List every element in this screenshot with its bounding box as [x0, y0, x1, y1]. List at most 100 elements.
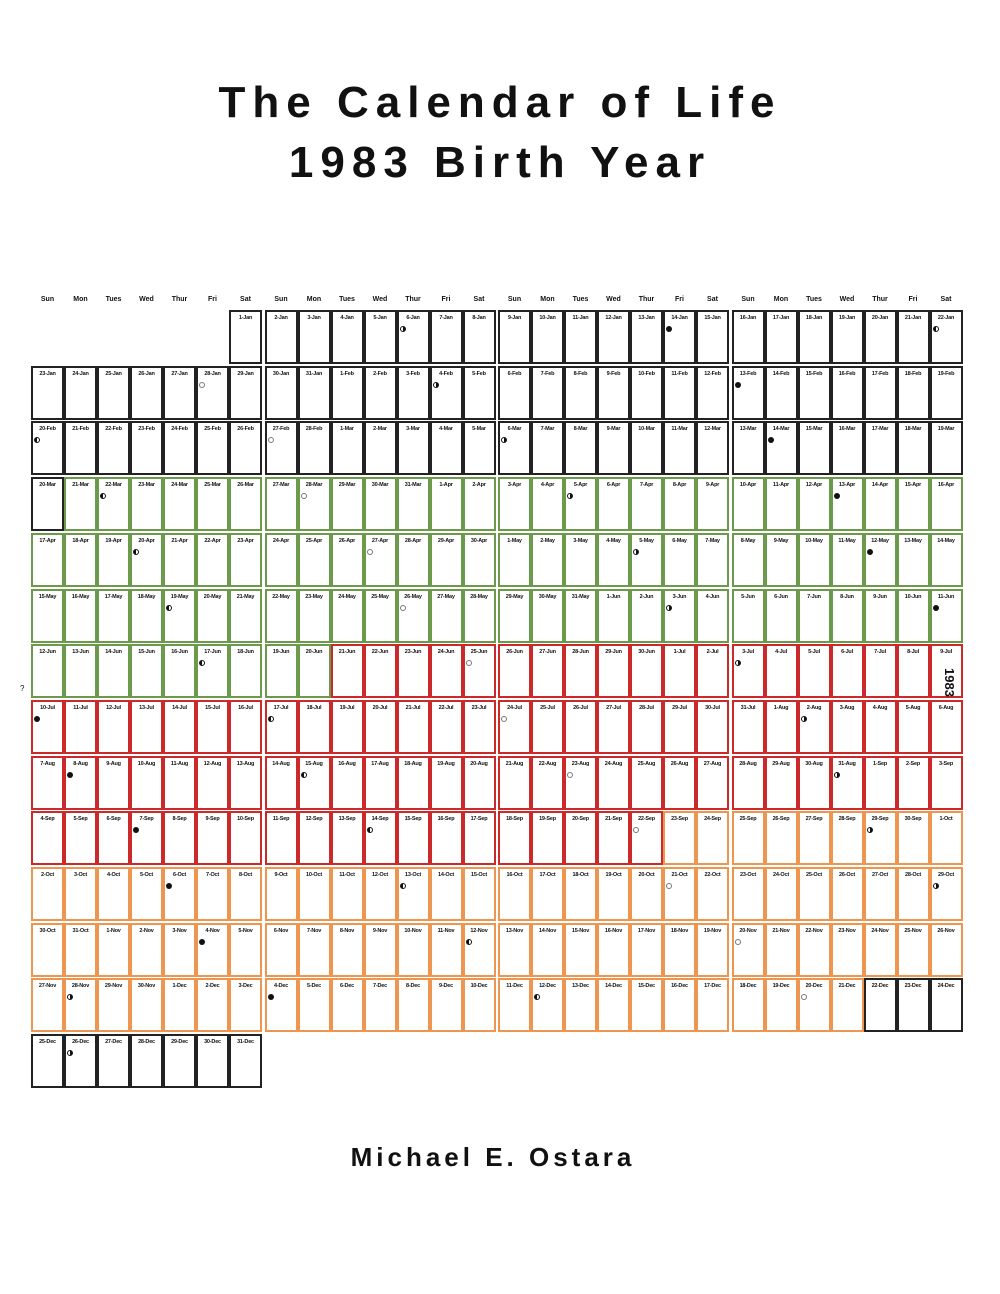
day-label: 28-Jun — [572, 649, 589, 656]
day-label: 17-May — [104, 593, 123, 600]
moon-last-icon — [465, 938, 472, 945]
day-cell: 17-Nov — [630, 922, 663, 977]
day-cell: 30-Mar — [363, 477, 397, 532]
day-cell: 1-Aug — [764, 699, 798, 754]
day-label: 24-Mar — [171, 482, 188, 489]
day-label: 5-Jun — [741, 593, 755, 600]
day-cell: 18-May — [130, 588, 163, 643]
day-cell: 7-Nov — [297, 922, 331, 977]
day-label: 8-Jan — [472, 315, 486, 321]
day-cell: 3-Aug — [830, 699, 864, 754]
day-cell: 15-Feb — [797, 365, 831, 420]
day-label: 7-Oct — [205, 872, 220, 878]
day-label: 18-Apr — [72, 537, 89, 544]
day-cell: 9-Apr — [696, 477, 729, 532]
day-label: 6-Apr — [606, 482, 621, 489]
day-label: 24-Jan — [72, 370, 89, 377]
day-label: 1-Sep — [873, 760, 887, 767]
day-header-fri: Fri — [675, 296, 684, 303]
day-label: 26-Feb — [237, 426, 254, 433]
day-cell: 28-Apr — [396, 532, 430, 587]
day-header-sat: Sat — [473, 296, 485, 303]
day-label: 15-Sep — [404, 816, 422, 823]
day-header-thur: Thur — [872, 296, 888, 303]
day-cell: 2-Mar — [363, 421, 397, 476]
day-cell: 18-Jun — [229, 644, 262, 699]
day-cell: 13-Jan — [630, 310, 663, 364]
day-label: 29-Apr — [437, 537, 455, 544]
day-cell: 10-Sep — [229, 811, 262, 866]
day-label: 10-Oct — [306, 872, 322, 878]
day-cell: 30-Jan — [264, 365, 298, 420]
day-label: 14-Jul — [172, 704, 187, 711]
day-cell: 7-Mar — [531, 421, 564, 476]
day-cell: 29-May — [498, 588, 531, 643]
day-label: 19-Oct — [605, 872, 622, 878]
day-cell: 31-May — [564, 588, 597, 643]
day-label: 13-Apr — [838, 482, 856, 489]
day-label: 15-Jan — [704, 315, 721, 321]
moon-full-icon — [399, 604, 406, 611]
day-cell: 16-Nov — [597, 922, 630, 977]
day-label: 6-Nov — [273, 927, 289, 934]
moon-last-icon — [534, 994, 540, 1001]
day-cell: 4-Feb — [429, 365, 463, 420]
day-label: 2-Jun — [639, 593, 654, 600]
day-label: 25-Jan — [105, 370, 122, 377]
moon-last-icon — [399, 883, 406, 889]
day-cell: 6-Jul — [830, 644, 864, 699]
day-cell: 2-Jan — [264, 310, 298, 364]
day-label: 5-Feb — [472, 370, 486, 377]
day-cell: 11-Apr — [764, 477, 798, 532]
day-cell: 22-Apr — [196, 532, 229, 587]
day-cell: 26-Feb — [229, 421, 262, 476]
day-label: 7-Mar — [540, 426, 555, 433]
day-cell: 18-Mar — [896, 421, 930, 476]
day-cell: 1-Feb — [330, 365, 364, 420]
day-label: 22-Oct — [704, 872, 721, 878]
day-cell: 9-Dec — [429, 978, 463, 1033]
day-cell: 17-Oct — [531, 867, 564, 921]
day-cell: 14-Apr — [863, 477, 897, 532]
day-cell: 6-Nov — [264, 922, 298, 977]
day-label: 9-Dec — [439, 983, 453, 990]
day-cell: 8-Nov — [330, 922, 364, 977]
day-label: 23-Jul — [471, 704, 487, 711]
day-label: 22-Jan — [937, 315, 955, 321]
day-label: 20-Mar — [39, 482, 56, 489]
day-cell: 16-Mar — [830, 421, 864, 476]
day-cell: 24-Aug — [597, 755, 630, 810]
day-label: 26-Aug — [670, 760, 689, 767]
day-cell: 10-Aug — [130, 755, 163, 810]
day-label: 26-Sep — [772, 816, 790, 823]
day-cell: 11-Jan — [564, 310, 597, 364]
day-label: 17-Mar — [871, 426, 889, 433]
day-label: 4-Jan — [340, 315, 354, 321]
day-header-sun: Sun — [274, 296, 288, 303]
day-cell: 4-Sep — [31, 811, 64, 866]
day-label: 23-Sep — [671, 816, 688, 823]
day-cell: 28-May — [462, 588, 496, 643]
day-label: 16-Jan — [739, 315, 757, 321]
day-cell: 1-Dec — [163, 978, 196, 1033]
day-cell: 14-Nov — [531, 922, 564, 977]
day-label: 12-Jul — [106, 704, 121, 711]
day-label: 20-Aug — [470, 760, 488, 767]
day-cell: 11-Sep — [264, 811, 298, 866]
day-cell: 31-Mar — [396, 477, 430, 532]
day-cell: 16-May — [64, 588, 97, 643]
day-label: 30-Jan — [272, 370, 290, 377]
day-label: 10-Mar — [638, 426, 655, 433]
day-cell: 5-Jul — [797, 644, 831, 699]
day-label: 16-Jul — [238, 704, 253, 711]
day-label: 26-Jul — [573, 704, 588, 711]
day-cell: 20-Feb — [31, 421, 64, 476]
day-cell: 2-Sep — [896, 755, 930, 810]
day-label: 2-Sep — [906, 760, 920, 767]
moon-full-icon — [800, 994, 807, 1001]
day-label: 5-Dec — [307, 983, 321, 990]
day-label: 7-Jul — [874, 649, 886, 656]
day-cell: 14-May — [929, 532, 963, 587]
day-label: 6-May — [672, 537, 687, 544]
day-cell: 6-Dec — [330, 978, 364, 1033]
